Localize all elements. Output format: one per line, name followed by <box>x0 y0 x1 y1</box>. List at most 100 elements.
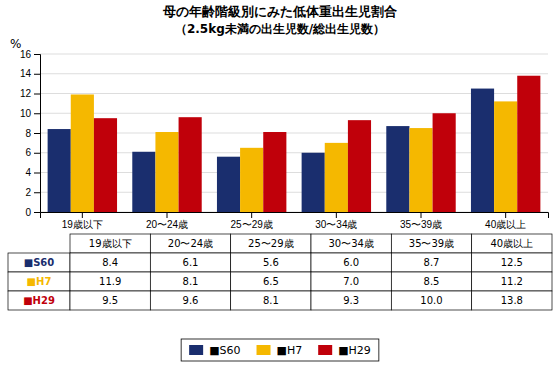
tick-mark <box>34 212 40 213</box>
bar <box>263 132 286 212</box>
tick-mark <box>34 74 40 75</box>
tick-mark <box>251 212 252 218</box>
table-text: 9.3 <box>343 295 359 306</box>
bar <box>132 152 155 212</box>
bar <box>517 76 540 212</box>
tick: 12 <box>20 88 40 99</box>
table-cell <box>70 234 150 253</box>
bar <box>94 118 117 212</box>
tick-mark <box>34 113 40 114</box>
bar <box>71 94 94 212</box>
table-text: 7.0 <box>343 276 359 287</box>
table-text: 6.5 <box>263 276 279 287</box>
bar <box>494 101 517 212</box>
table-cell <box>150 234 230 253</box>
table-text: 8.7 <box>424 257 440 268</box>
tick-label: 12 <box>20 88 32 99</box>
table-cell <box>391 253 471 272</box>
tick: 40歳以上 <box>485 212 526 230</box>
table-text: 8.5 <box>424 276 440 287</box>
tick: 4 <box>25 167 40 178</box>
table-cell <box>231 272 311 291</box>
tick: 14 <box>20 68 40 79</box>
legend-label: ■H29 <box>338 344 371 357</box>
table-cell <box>472 234 552 253</box>
bar <box>302 153 325 212</box>
bar <box>48 129 71 212</box>
bar-series <box>94 76 540 212</box>
table-text: 8.4 <box>102 257 118 268</box>
tick-mark <box>34 94 40 95</box>
table-text: ■H29 <box>23 295 55 306</box>
table-text: ■S60 <box>24 257 55 268</box>
grid <box>40 54 548 212</box>
table-text: 13.8 <box>501 295 523 306</box>
legend-swatch <box>318 345 332 355</box>
table-text: 25〜29歳 <box>248 238 293 249</box>
tick: 16 <box>20 49 40 60</box>
table-cell <box>311 272 391 291</box>
table-cell <box>8 272 70 291</box>
tick-mark <box>34 173 40 174</box>
table-text: 11.9 <box>99 276 121 287</box>
bar <box>433 113 456 212</box>
table-text: 6.0 <box>343 257 359 268</box>
tick: 35〜39歳 <box>400 212 442 230</box>
table-text: 20〜24歳 <box>168 238 213 249</box>
table-cell <box>70 272 150 291</box>
tick-mark <box>82 212 83 218</box>
tick-mark <box>34 54 40 55</box>
table-cell <box>231 234 311 253</box>
tick-label: 0 <box>25 207 31 218</box>
bars <box>48 76 541 212</box>
axis-line <box>34 55 41 213</box>
bar-series <box>71 94 517 212</box>
tick-label: 16 <box>20 49 32 60</box>
tick-label: 20〜24歳 <box>146 219 188 230</box>
table-text: 11.2 <box>501 276 523 287</box>
table-cell <box>311 291 391 310</box>
legend: ■S60■H7■H29 <box>181 339 379 361</box>
legend-item: ■S60 <box>189 344 240 357</box>
tick-label: 35〜39歳 <box>400 219 442 230</box>
table-cell <box>231 253 311 272</box>
bar <box>348 120 371 212</box>
bar <box>386 126 409 212</box>
tick-mark <box>505 212 506 218</box>
table-text: ■H7 <box>27 276 52 287</box>
bar-series <box>48 89 494 212</box>
table-text: 6.1 <box>183 257 199 268</box>
tick: 20〜24歳 <box>146 212 188 230</box>
tick-mark <box>34 153 40 154</box>
x-axis: 19歳以下 20〜24歳 25〜29歳 30〜34歳 35〜39歳 40歳以上 <box>41 212 549 230</box>
tick-label: 14 <box>20 68 32 79</box>
table-cell <box>391 234 471 253</box>
table-cell <box>311 253 391 272</box>
table-cell <box>8 291 70 310</box>
tick-mark <box>34 133 40 134</box>
tick-mark <box>336 212 337 218</box>
axis-line <box>41 213 549 219</box>
chart: 母の年齢階級別にみた低体重出生児割合（2.5kg未満の出生児数/総出生児数）%0… <box>0 0 560 387</box>
grid-line <box>40 73 548 74</box>
tick-mark <box>167 212 168 218</box>
legend-item: ■H29 <box>318 344 371 357</box>
table-cell <box>150 253 230 272</box>
table-cell <box>391 291 471 310</box>
tick: 25〜29歳 <box>231 212 273 230</box>
table-text: 5.6 <box>263 257 279 268</box>
grid-line <box>40 54 548 55</box>
table-cell <box>472 272 552 291</box>
tick-label: 8 <box>25 128 31 139</box>
table-cell <box>311 234 391 253</box>
tick-label: 19歳以下 <box>62 219 103 230</box>
bar <box>325 143 348 212</box>
table-cell <box>150 272 230 291</box>
legend-swatch <box>189 345 203 355</box>
bar <box>471 89 494 212</box>
table-text: 8.1 <box>183 276 199 287</box>
table-text: 30〜34歳 <box>328 238 373 249</box>
bar <box>179 117 202 212</box>
tick: 19歳以下 <box>62 212 103 230</box>
tick-label: 30〜34歳 <box>315 219 357 230</box>
